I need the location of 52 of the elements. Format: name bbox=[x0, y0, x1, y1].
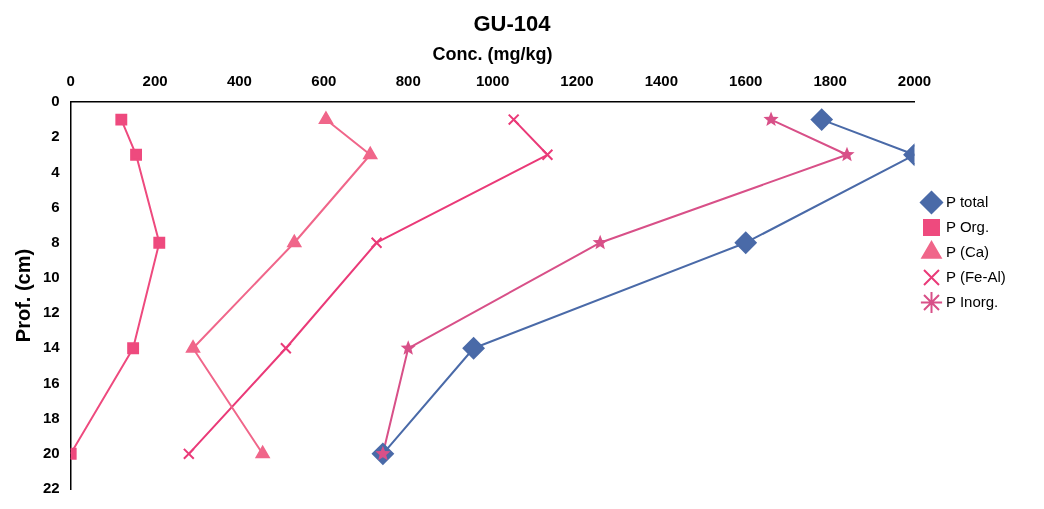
y-tick-label: 18 bbox=[43, 408, 60, 426]
y-tick-label: 22 bbox=[43, 479, 60, 497]
x-tick-label: 1400 bbox=[644, 72, 679, 90]
point bbox=[127, 342, 140, 355]
y-tick-label: 8 bbox=[51, 232, 60, 250]
point bbox=[839, 146, 855, 162]
point bbox=[279, 342, 292, 355]
chart-title: GU-104 bbox=[473, 11, 552, 37]
x-tick-label: 2000 bbox=[897, 72, 932, 90]
point bbox=[370, 236, 383, 249]
legend-label: P Inorg. bbox=[946, 292, 999, 310]
y-axis-title: Prof. (cm) bbox=[11, 248, 34, 343]
y-tick-label: 0 bbox=[51, 92, 60, 110]
point bbox=[287, 234, 302, 248]
y-tick-label: 2 bbox=[51, 127, 60, 145]
point bbox=[363, 146, 378, 160]
point bbox=[462, 337, 485, 360]
point bbox=[592, 234, 608, 250]
x-axis-title: Conc. (mg/kg) bbox=[432, 44, 553, 65]
point bbox=[763, 111, 779, 127]
x-tick-label: 400 bbox=[226, 72, 252, 90]
point bbox=[507, 113, 520, 126]
x-tick-label: 1000 bbox=[475, 72, 510, 90]
point bbox=[185, 340, 201, 353]
x-tick-label: 1600 bbox=[729, 72, 763, 90]
y-tick-label: 10 bbox=[43, 268, 60, 286]
x-tick-label: 1800 bbox=[813, 72, 847, 90]
x-tick-label: 600 bbox=[311, 72, 337, 90]
x-tick-label: 0 bbox=[66, 72, 75, 90]
point bbox=[541, 148, 554, 161]
x-tick-label: 1200 bbox=[560, 72, 594, 90]
y-tick-label: 6 bbox=[51, 197, 60, 215]
x-tick-label: 200 bbox=[142, 72, 168, 90]
y-tick-label: 12 bbox=[43, 303, 60, 321]
legend-label: P (Fe-Al) bbox=[946, 267, 1006, 285]
point bbox=[153, 236, 166, 249]
point bbox=[734, 231, 757, 254]
y-tick-label: 14 bbox=[43, 338, 61, 356]
point bbox=[130, 148, 143, 161]
y-tick-label: 4 bbox=[51, 162, 61, 180]
point bbox=[182, 447, 195, 460]
point bbox=[810, 108, 833, 131]
point bbox=[115, 113, 128, 126]
point bbox=[318, 111, 333, 125]
y-tick-label: 16 bbox=[43, 373, 60, 391]
legend-label: P total bbox=[946, 192, 989, 210]
point bbox=[255, 445, 270, 459]
legend-label: P Org. bbox=[946, 217, 990, 235]
legend-label: P (Ca) bbox=[946, 242, 990, 260]
point bbox=[400, 340, 416, 355]
x-tick-label: 800 bbox=[395, 72, 421, 90]
y-tick-label: 20 bbox=[43, 443, 60, 461]
